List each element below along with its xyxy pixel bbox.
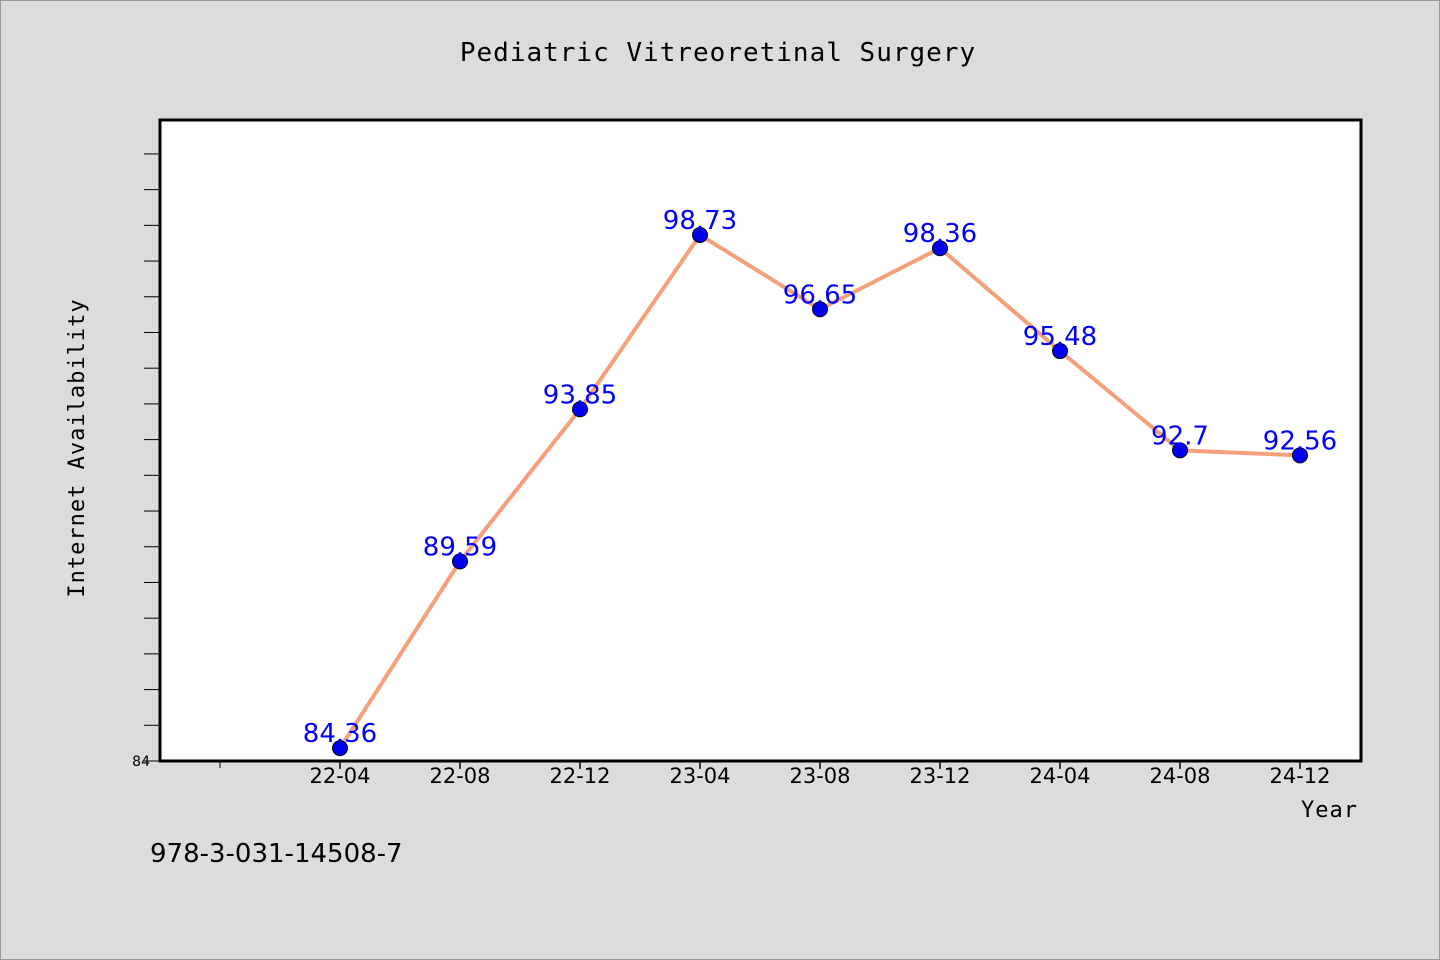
y-axis-title: Internet Availability [65,298,90,597]
data-point [572,401,588,418]
data-label: 93.85 [543,380,617,410]
x-tick-label: 23-12 [909,764,970,788]
series-group: 84.36 89.59 93.85 98.73 96.65 98.36 95.48 92.7 9… [303,206,1337,757]
data-label: 92.56 [1263,426,1337,456]
data-label: 98.73 [663,206,737,236]
data-label: 92.7 [1151,421,1209,451]
data-point [932,240,948,257]
chart-title: Pediatric Vitreoretinal Surgery [460,38,976,68]
x-axis-title: Year [1301,798,1358,823]
x-tick-label: 24-12 [1269,764,1330,788]
data-label: 96.65 [783,280,857,310]
data-label: 89.59 [423,532,497,562]
data-label: 84.36 [303,719,377,749]
y-axis-ticks: 84 [132,153,160,770]
data-point [1172,442,1188,459]
data-label: 98.36 [903,219,977,249]
x-tick-label: 23-04 [669,764,730,788]
footer-code: 978-3-031-14508-7 [150,839,403,869]
x-tick-label: 23-08 [789,764,850,788]
y-tick-label: 84 [132,754,150,770]
data-point [692,226,708,243]
x-tick-label: 22-04 [309,764,370,788]
x-tick-label: 22-12 [549,764,610,788]
data-point [1292,447,1308,464]
data-label: 95.48 [1023,322,1097,352]
x-tick-label: 24-04 [1029,764,1090,788]
x-tick-label: 24-08 [1149,764,1210,788]
data-point [452,553,468,570]
data-point [332,740,348,757]
x-axis-ticks: 22-04 22-08 22-12 23-04 23-08 23-12 24-04 24-08… [219,761,1331,788]
data-point [1052,343,1068,360]
plot-area [158,118,1363,763]
x-tick-label: 22-08 [429,764,490,788]
data-point [812,301,828,318]
